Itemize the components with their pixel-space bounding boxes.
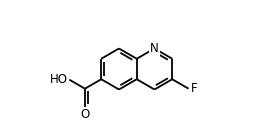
Text: O: O: [80, 108, 90, 121]
Text: N: N: [150, 42, 159, 55]
Text: F: F: [190, 82, 197, 95]
Text: HO: HO: [50, 73, 68, 86]
